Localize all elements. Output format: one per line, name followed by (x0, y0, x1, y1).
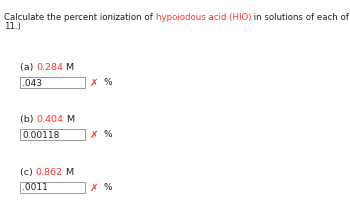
Text: (b): (b) (20, 115, 36, 124)
Text: M: M (63, 63, 75, 72)
FancyBboxPatch shape (20, 182, 85, 193)
Text: .0011: .0011 (22, 184, 48, 193)
Text: .043: .043 (22, 79, 42, 88)
Text: 0.404: 0.404 (36, 115, 63, 124)
Text: ✗: ✗ (90, 130, 99, 139)
Text: (c): (c) (20, 168, 36, 177)
Text: M: M (63, 115, 75, 124)
Text: ✗: ✗ (90, 182, 99, 193)
FancyBboxPatch shape (20, 129, 85, 140)
Text: ✗: ✗ (90, 77, 99, 88)
Text: %: % (104, 78, 113, 87)
Text: Calculate the percent ionization of: Calculate the percent ionization of (4, 13, 155, 22)
Text: %: % (104, 183, 113, 192)
Text: 0.00118: 0.00118 (22, 130, 60, 139)
Text: 0.862: 0.862 (36, 168, 63, 177)
Text: 0.284: 0.284 (36, 63, 63, 72)
Text: in solutions of each of the following concentrations (K: in solutions of each of the following co… (251, 13, 350, 22)
Text: (a): (a) (20, 63, 36, 72)
Text: hypoiodous acid (HIO): hypoiodous acid (HIO) (155, 13, 251, 22)
Text: %: % (104, 130, 113, 139)
FancyBboxPatch shape (20, 77, 85, 88)
Text: M: M (63, 168, 74, 177)
Text: 11.): 11.) (4, 22, 21, 31)
